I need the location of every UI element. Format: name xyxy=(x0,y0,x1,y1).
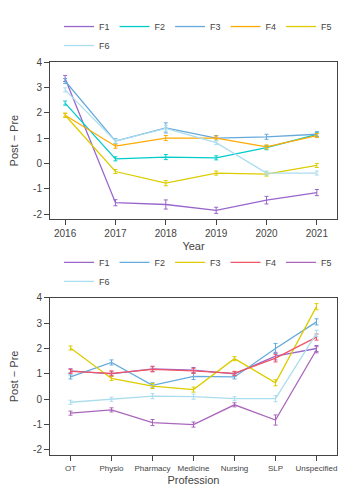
svg-text:F1: F1 xyxy=(99,22,110,32)
svg-text:0: 0 xyxy=(36,158,42,169)
svg-text:-1: -1 xyxy=(33,419,42,430)
svg-text:Medicine: Medicine xyxy=(177,464,210,473)
svg-text:Pharmacy: Pharmacy xyxy=(134,464,170,473)
svg-text:F4: F4 xyxy=(266,258,277,268)
svg-text:F6: F6 xyxy=(99,277,110,287)
svg-text:2018: 2018 xyxy=(155,228,178,239)
svg-text:F2: F2 xyxy=(155,22,166,32)
svg-text:OT: OT xyxy=(65,464,76,473)
svg-text:2019: 2019 xyxy=(205,228,228,239)
svg-text:-2: -2 xyxy=(33,444,42,455)
svg-text:2017: 2017 xyxy=(104,228,127,239)
svg-text:-2: -2 xyxy=(33,209,42,220)
svg-text:2: 2 xyxy=(36,107,42,118)
svg-text:F3: F3 xyxy=(210,22,221,32)
svg-text:4: 4 xyxy=(36,57,42,68)
svg-text:F5: F5 xyxy=(321,22,332,32)
svg-text:Unspecified: Unspecified xyxy=(296,464,338,473)
svg-text:F2: F2 xyxy=(155,258,166,268)
svg-text:Post − Pre: Post − Pre xyxy=(8,351,20,403)
svg-text:3: 3 xyxy=(36,318,42,329)
svg-text:F6: F6 xyxy=(99,41,110,51)
svg-text:Physio: Physio xyxy=(99,464,124,473)
svg-text:F3: F3 xyxy=(210,258,221,268)
svg-text:-1: -1 xyxy=(33,183,42,194)
svg-text:2021: 2021 xyxy=(306,228,329,239)
svg-text:2020: 2020 xyxy=(255,228,278,239)
svg-text:1: 1 xyxy=(36,368,42,379)
svg-text:F5: F5 xyxy=(321,258,332,268)
svg-text:0: 0 xyxy=(36,394,42,405)
svg-text:Post − Pre: Post − Pre xyxy=(8,115,20,167)
svg-text:3: 3 xyxy=(36,82,42,93)
svg-text:SLP: SLP xyxy=(268,464,283,473)
svg-text:F1: F1 xyxy=(99,258,110,268)
svg-text:Profession: Profession xyxy=(168,474,220,486)
svg-text:Year: Year xyxy=(182,240,205,252)
svg-text:Nursing: Nursing xyxy=(221,464,249,473)
svg-text:1: 1 xyxy=(36,133,42,144)
svg-text:F4: F4 xyxy=(266,22,277,32)
svg-text:2: 2 xyxy=(36,343,42,354)
svg-text:2016: 2016 xyxy=(54,228,77,239)
svg-text:4: 4 xyxy=(36,292,42,303)
